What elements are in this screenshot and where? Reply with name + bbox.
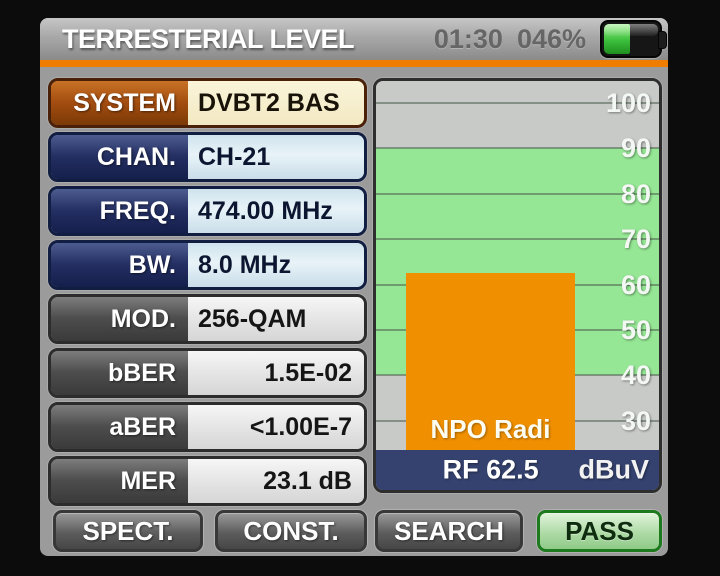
field-label: BW. [51,243,188,287]
clock-time: 01:30 [433,23,503,54]
field-label: SYSTEM [51,81,188,125]
field-label: bBER [51,351,188,395]
header-divider [40,60,668,67]
axis-tick-label: 100 [605,87,651,118]
field-label: MOD. [51,297,188,341]
spectrum-button[interactable]: SPECT. [53,510,203,552]
pass-status-button[interactable]: PASS [537,510,662,552]
chart-footer: RF 62.5 dBuV [376,450,659,490]
field-row-channel[interactable]: CHAN. CH-21 [48,132,367,182]
battery-terminal [658,31,667,49]
axis-tick-label: 90 [620,133,651,164]
field-value: CH-21 [188,135,364,179]
axis-tick-label: 60 [620,269,651,300]
page-title: TERRESTERIAL LEVEL [62,23,355,54]
field-value: DVBT2 BAS [188,81,364,125]
field-label: MER [51,459,188,503]
axis-tick-label: 70 [620,224,651,255]
field-row-modulation[interactable]: MOD. 256-QAM [48,294,367,344]
rf-level-readout: RF 62.5 [442,454,539,485]
search-button[interactable]: SEARCH [375,510,523,552]
field-value: 256-QAM [188,297,364,341]
meter-screen: TERRESTERIAL LEVEL 01:30 046% SYSTEM DVB… [40,18,668,556]
header-bar: TERRESTERIAL LEVEL 01:30 046% [40,18,668,60]
field-row-system[interactable]: SYSTEM DVBT2 BAS [48,78,367,128]
chart-plot: 100 90 80 70 60 50 40 30 NPO Radi [376,81,659,450]
battery-gloss [604,24,658,36]
header-status: 01:30 046% [434,20,668,58]
field-label: CHAN. [51,135,188,179]
constellation-button[interactable]: CONST. [215,510,367,552]
battery-percent: 046% [516,23,586,54]
battery-icon [600,20,667,58]
battery-fill-level [604,24,631,54]
field-value: 8.0 MHz [188,243,364,287]
axis-tick-label: 50 [620,315,651,346]
axis-tick-label: 30 [620,405,651,436]
axis-tick-label: 40 [620,360,651,391]
field-label: aBER [51,405,188,449]
field-value: 1.5E-02 [188,351,364,395]
channel-name-label: NPO Radi [430,414,551,444]
field-value: 23.1 dB [188,459,364,503]
gridline [376,101,659,104]
unit-label: dBuV [578,454,650,485]
field-row-bber: bBER 1.5E-02 [48,348,367,398]
gridline [376,192,659,195]
signal-level-bar [405,273,575,450]
gridline [376,238,659,241]
field-row-bandwidth[interactable]: BW. 8.0 MHz [48,240,367,290]
field-row-mer: MER 23.1 dB [48,456,367,506]
gridline [376,147,659,150]
field-label: FREQ. [51,189,188,233]
field-value: 474.00 MHz [188,189,364,233]
level-bargraph-panel: 100 90 80 70 60 50 40 30 NPO Radi RF 62.5 dBuV [373,78,662,493]
axis-tick-label: 80 [620,178,651,209]
field-row-aber: aBER <1.00E-7 [48,402,367,452]
field-row-frequency[interactable]: FREQ. 474.00 MHz [48,186,367,236]
field-value: <1.00E-7 [188,405,364,449]
